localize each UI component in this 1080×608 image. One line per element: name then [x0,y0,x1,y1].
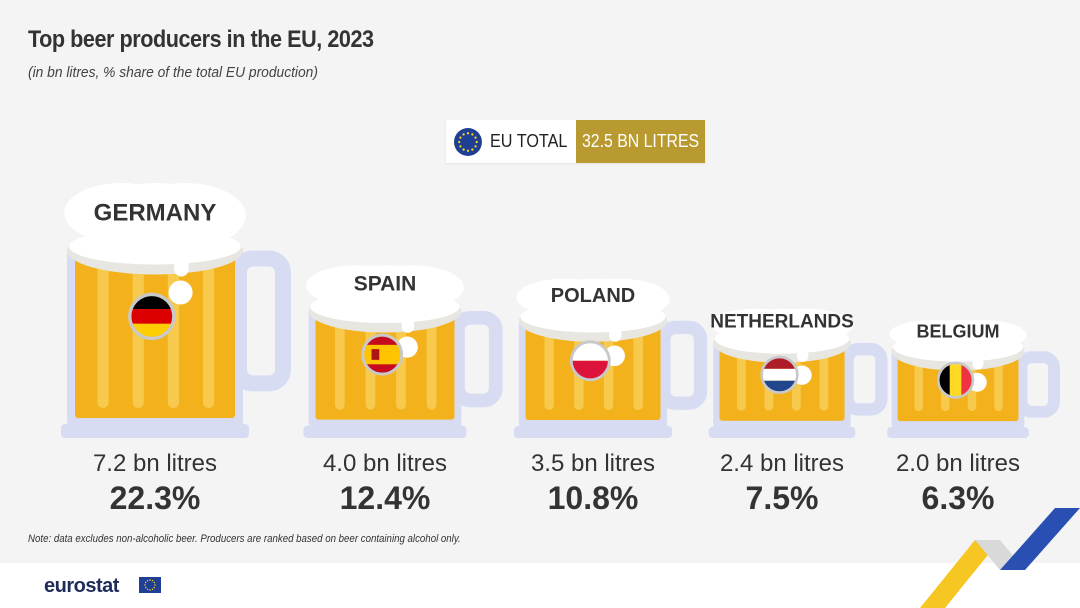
country-label: SPAIN [354,273,417,296]
share-label: 12.4% [339,480,431,516]
beer-mug: SPAIN [303,265,503,438]
foam-head [64,183,246,305]
country-label: BELGIUM [917,321,1000,341]
eu-flag-icon [454,127,482,156]
eurostat-logo: eurostat [44,575,119,597]
chart-subtitle: (in bn litres, % share of the total EU p… [28,64,318,81]
foam-head [306,265,464,358]
beer-mug: BELGIUM [887,320,1060,438]
eu-total-badge: EU TOTAL 32.5 BN LITRES [446,120,705,163]
chart-title: Top beer producers in the EU, 2023 [28,26,374,53]
chart-note: Note: data excludes non-alcoholic beer. … [28,533,461,545]
share-label: 10.8% [547,480,639,516]
poland-flag-icon [571,341,610,380]
eu-total-label-box: EU TOTAL [446,120,576,163]
footer-bar [0,563,1080,608]
share-label: 22.3% [109,480,201,516]
foam-head [889,320,1027,392]
beer-mug-chart: GERMANY SPAIN POLAND NETHERLANDS BELGIUM [61,183,1060,438]
beer-mug: GERMANY [61,183,291,438]
value-label: 4.0 bn litres [322,450,448,477]
value-label: 2.0 bn litres [895,450,1021,477]
corner-ribbon-decoration [920,508,1080,608]
value-label: 2.4 bn litres [719,450,845,477]
share-label: 6.3% [921,480,995,516]
footer-eu-flag-icon [139,577,161,593]
belgium-flag-icon [938,362,973,398]
netherlands-flag-icon [761,356,798,393]
share-label: 7.5% [745,480,819,516]
country-label: GERMANY [94,200,217,227]
beer-mug: POLAND [513,278,708,438]
beer-mug: NETHERLANDS [708,308,888,438]
value-label: 3.5 bn litres [530,450,656,477]
country-label: NETHERLANDS [710,312,854,333]
foam-head [516,278,670,367]
eu-total-value-box: 32.5 BN LITRES [576,120,705,163]
country-label: POLAND [551,285,635,307]
eu-total-value: 32.5 BN LITRES [581,131,700,151]
value-label: 7.2 bn litres [92,450,218,477]
foam-head [711,308,853,385]
eu-total-label: EU TOTAL [489,131,568,151]
